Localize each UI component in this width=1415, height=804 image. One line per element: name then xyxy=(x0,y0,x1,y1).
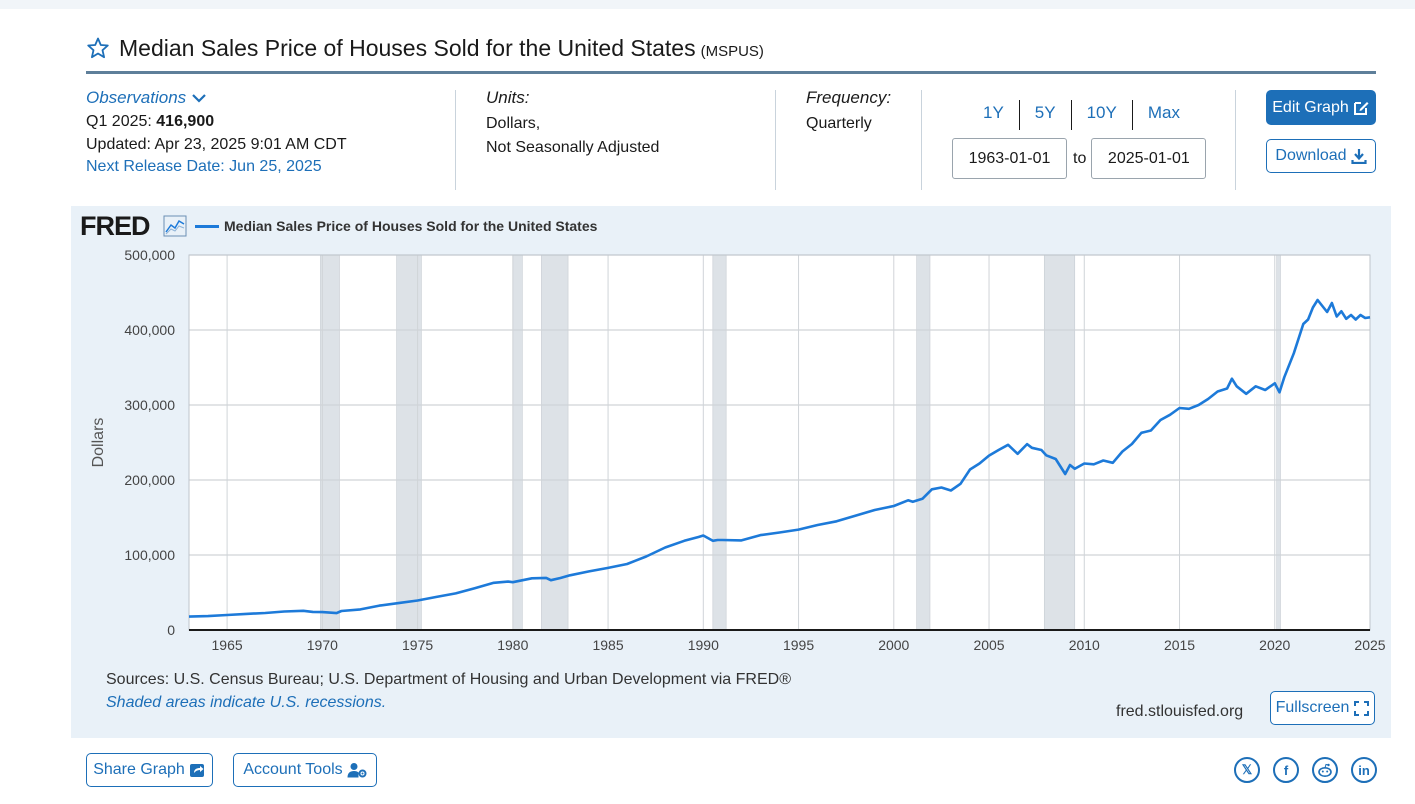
x-tick-label: 1965 xyxy=(212,637,243,653)
recession-note: Shaded areas indicate U.S. recessions. xyxy=(106,694,387,711)
x-icon[interactable]: 𝕏 xyxy=(1234,757,1260,783)
facebook-icon[interactable]: f xyxy=(1273,757,1299,783)
units-line-1: Dollars, xyxy=(486,115,541,132)
y-tick-label: 500,000 xyxy=(124,247,175,263)
series-id: (MSPUS) xyxy=(700,43,764,60)
reddit-glyph xyxy=(1318,763,1332,777)
fullscreen-icon xyxy=(1354,700,1370,716)
observations-label: Observations xyxy=(86,88,187,107)
share-icon xyxy=(189,764,204,777)
share-graph-label: Share Graph xyxy=(93,761,185,778)
x-tick-label: 1975 xyxy=(402,637,433,653)
download-label: Download xyxy=(1275,147,1347,164)
column-divider xyxy=(1235,90,1236,190)
x-tick-label: 1970 xyxy=(307,637,338,653)
y-tick-label: 400,000 xyxy=(124,322,175,338)
fullscreen-label: Fullscreen xyxy=(1275,699,1350,716)
y-tick-label: 300,000 xyxy=(124,397,175,413)
edit-icon xyxy=(1353,102,1369,115)
end-date-input[interactable]: 2025-01-01 xyxy=(1091,138,1207,179)
sources-text: Sources: U.S. Census Bureau; U.S. Depart… xyxy=(106,671,791,688)
user-gear-icon xyxy=(347,763,367,778)
line-chart[interactable]: 0 100,000 200,000 300,000 400,000 500,000 1965… xyxy=(71,206,1391,666)
x-tick-label: 2025 xyxy=(1354,637,1385,653)
observation-value: 416,900 xyxy=(156,113,215,130)
linkedin-icon[interactable]: in xyxy=(1351,757,1377,783)
plot-area xyxy=(189,255,1370,630)
units-panel: Units: Dollars, Not Seasonally Adjusted xyxy=(486,88,659,157)
x-tick-label: 1980 xyxy=(497,637,528,653)
y-tick-label: 100,000 xyxy=(124,547,175,563)
chevron-down-icon xyxy=(192,94,206,103)
recession-band xyxy=(1043,254,1076,631)
range-1y-button[interactable]: 1Y xyxy=(970,100,1020,130)
recession-band xyxy=(320,254,340,631)
range-10y-button[interactable]: 10Y xyxy=(1072,100,1133,130)
frequency-panel: Frequency: Quarterly xyxy=(806,88,891,133)
fred-logo[interactable]: FRED xyxy=(80,211,150,241)
title-row: Median Sales Price of Houses Sold for th… xyxy=(86,32,764,62)
observations-panel: Observations Q1 2025: 416,900 Updated: A… xyxy=(86,88,456,176)
x-tick-label: 1995 xyxy=(783,637,814,653)
account-tools-button[interactable]: Account Tools xyxy=(233,753,377,787)
legend-swatch xyxy=(195,224,219,228)
legend-label: Median Sales Price of Houses Sold for th… xyxy=(224,218,598,234)
date-to-label: to xyxy=(1073,149,1087,167)
y-axis-title: Dollars xyxy=(90,418,107,468)
frequency-value: Quarterly xyxy=(806,115,872,132)
column-divider xyxy=(921,90,922,190)
chart-legend: Median Sales Price of Houses Sold for th… xyxy=(195,218,597,234)
edit-graph-label: Edit Graph xyxy=(1272,98,1349,116)
start-date-input[interactable]: 1963-01-01 xyxy=(952,138,1067,179)
fred-chart-icon xyxy=(163,215,187,237)
x-tick-label: 2000 xyxy=(878,637,909,653)
fullscreen-button[interactable]: Fullscreen xyxy=(1270,691,1375,725)
x-tick-label: 1990 xyxy=(688,637,719,653)
recession-band xyxy=(1276,254,1281,631)
page-title: Median Sales Price of Houses Sold for th… xyxy=(119,35,696,61)
units-heading: Units: xyxy=(486,88,530,107)
site-url: fred.stlouisfed.org xyxy=(1116,703,1244,720)
top-strip xyxy=(0,0,1415,9)
updated-timestamp: Updated: Apr 23, 2025 9:01 AM CDT xyxy=(86,136,347,153)
recession-band xyxy=(916,254,931,631)
latest-observation: Q1 2025: 416,900 xyxy=(86,113,456,131)
star-icon[interactable] xyxy=(86,36,110,60)
download-icon xyxy=(1350,149,1367,164)
y-tick-label: 0 xyxy=(167,622,175,638)
recession-band xyxy=(512,254,523,631)
column-divider xyxy=(455,90,456,190)
series-line xyxy=(188,298,1371,618)
graph-panel: 0 100,000 200,000 300,000 400,000 500,000 1965… xyxy=(71,206,1391,738)
date-range: 1963-01-01 to 2025-01-01 xyxy=(952,138,1207,179)
x-tick-label: 2015 xyxy=(1164,637,1195,653)
recession-band xyxy=(541,254,569,631)
next-release-link[interactable]: Next Release Date: Jun 25, 2025 xyxy=(86,158,322,175)
column-divider xyxy=(775,90,776,190)
account-tools-label: Account Tools xyxy=(243,761,343,778)
recession-band xyxy=(712,254,727,631)
reddit-icon[interactable] xyxy=(1312,757,1338,783)
x-tick-label: 2010 xyxy=(1069,637,1100,653)
observations-link[interactable]: Observations xyxy=(86,88,456,108)
range-buttons: 1Y 5Y 10Y Max xyxy=(970,100,1195,130)
y-tick-label: 200,000 xyxy=(124,472,175,488)
observation-period: Q1 2025: xyxy=(86,113,152,130)
units-line-2: Not Seasonally Adjusted xyxy=(486,139,660,156)
edit-graph-button[interactable]: Edit Graph xyxy=(1266,90,1376,125)
title-divider xyxy=(86,71,1376,74)
range-max-button[interactable]: Max xyxy=(1147,103,1180,122)
download-button[interactable]: Download xyxy=(1266,139,1376,173)
x-tick-label: 2020 xyxy=(1259,637,1290,653)
x-tick-label: 1985 xyxy=(592,637,623,653)
range-5y-button[interactable]: 5Y xyxy=(1020,100,1072,130)
x-tick-label: 2005 xyxy=(973,637,1004,653)
share-graph-button[interactable]: Share Graph xyxy=(86,753,213,787)
frequency-heading: Frequency: xyxy=(806,88,892,107)
